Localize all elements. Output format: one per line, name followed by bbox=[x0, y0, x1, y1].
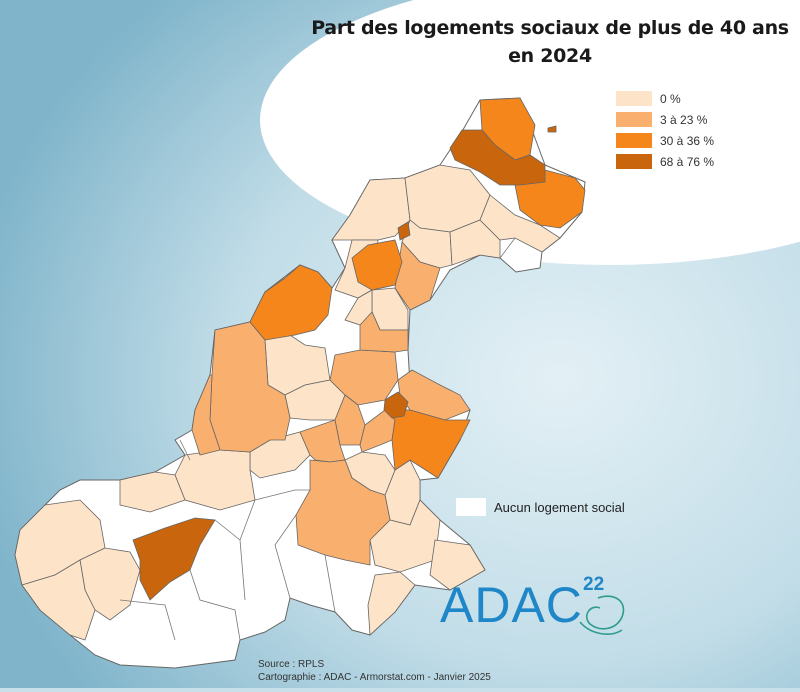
commune-shape bbox=[119, 471, 186, 513]
commune-shape bbox=[547, 125, 557, 133]
commune-shape bbox=[249, 264, 333, 341]
credit-text: Cartographie : ADAC - Armorstat.com - Ja… bbox=[258, 672, 491, 683]
commune-shape bbox=[514, 169, 586, 229]
legend-swatch bbox=[616, 91, 652, 106]
commune-shape bbox=[295, 459, 391, 566]
legend-item: 3 à 23 % bbox=[616, 109, 714, 130]
commune-shape bbox=[384, 409, 471, 479]
footer-credits: Source : RPLS Cartographie : ADAC - Armo… bbox=[258, 658, 491, 684]
legend-item: 30 à 36 % bbox=[616, 130, 714, 151]
communes-3-23-percent bbox=[191, 241, 471, 566]
commune-shape bbox=[449, 129, 546, 186]
no-value-label: Aucun logement social bbox=[494, 499, 625, 515]
legend-label: 68 à 76 % bbox=[660, 154, 715, 169]
legend-swatch bbox=[616, 133, 652, 148]
logo-text: ADAC bbox=[440, 577, 583, 633]
logo-number: 22 bbox=[583, 574, 605, 595]
commune-shape bbox=[383, 391, 409, 419]
title-line-2: en 2024 bbox=[508, 45, 592, 67]
commune-shape bbox=[351, 239, 403, 291]
legend-no-value: Aucun logement social bbox=[456, 498, 625, 516]
no-value-swatch bbox=[456, 498, 486, 516]
commune-shape bbox=[397, 221, 411, 241]
legend-swatch bbox=[616, 112, 652, 127]
legend-item: 68 à 76 % bbox=[616, 151, 714, 172]
communes-30-36-percent bbox=[249, 97, 586, 479]
communes-68-76-percent bbox=[132, 125, 557, 601]
source-text: Source : RPLS bbox=[258, 659, 325, 670]
legend-label: 3 à 23 % bbox=[660, 112, 708, 127]
legend-item: 0 % bbox=[616, 88, 714, 109]
communes-0-percent bbox=[14, 164, 561, 641]
commune-shape bbox=[479, 194, 561, 253]
communes-no-social-housing bbox=[119, 237, 516, 641]
commune-shape bbox=[394, 241, 441, 311]
legend-swatch bbox=[616, 154, 652, 169]
map-title: Part des logements sociaux de plus de 40… bbox=[300, 14, 800, 70]
commune-shape bbox=[21, 559, 96, 641]
commune-shape bbox=[191, 374, 221, 456]
commune-shape bbox=[367, 571, 416, 636]
logo-swirl bbox=[579, 595, 625, 635]
commune-shape bbox=[331, 177, 411, 241]
commune-shape bbox=[359, 311, 409, 353]
commune-shape bbox=[429, 539, 486, 591]
title-line-1: Part des logements sociaux de plus de 40… bbox=[311, 17, 789, 39]
legend-label: 30 à 36 % bbox=[660, 133, 715, 148]
legend: 0 % 3 à 23 % 30 à 36 % 68 à 76 % bbox=[616, 88, 714, 172]
legend-label: 0 % bbox=[660, 91, 681, 106]
adac-logo: ADAC 22 bbox=[440, 572, 640, 642]
